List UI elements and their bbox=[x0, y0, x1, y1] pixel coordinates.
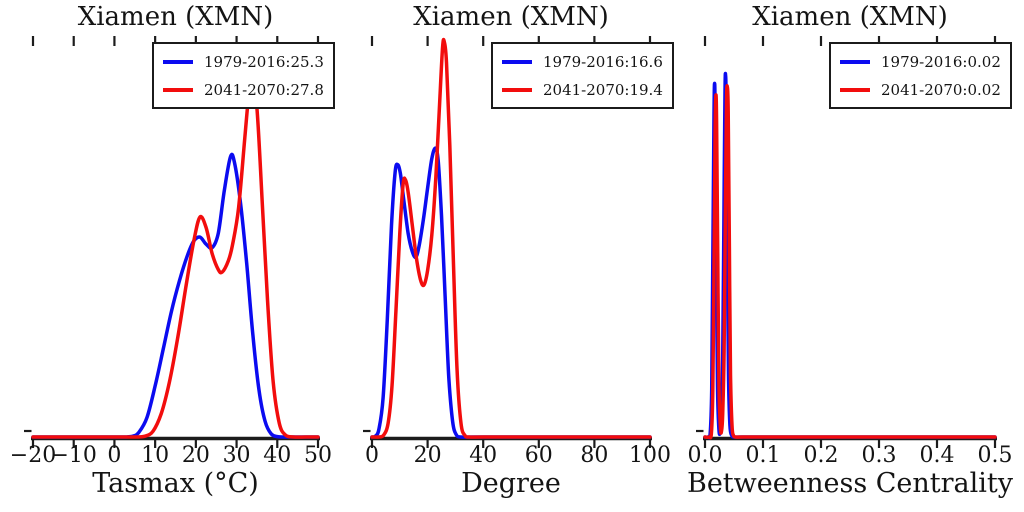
legend-label: 1979-2016:25.3 bbox=[204, 52, 324, 71]
x-axis-label: Degree bbox=[461, 468, 561, 499]
x-tick-label: 30 bbox=[222, 443, 251, 468]
x-tick-label: 0.5 bbox=[977, 443, 1013, 468]
x-tick-label: 0.1 bbox=[745, 443, 781, 468]
legend-label: 1979-2016:0.02 bbox=[881, 52, 1001, 71]
legend-label: 2041-2070:27.8 bbox=[204, 80, 324, 99]
density-curve-2041-2070 bbox=[31, 74, 320, 439]
x-tick-label: 10 bbox=[141, 443, 170, 468]
legend: 1979-2016:16.6 2041-2070:19.4 bbox=[491, 42, 674, 109]
x-tick-label: −20 bbox=[9, 443, 57, 468]
x-tick-label: 20 bbox=[413, 443, 442, 468]
legend-entry: 2041-2070:27.8 bbox=[163, 78, 324, 101]
x-tick-label: 0.2 bbox=[803, 443, 839, 468]
plot-panel-2 bbox=[696, 36, 997, 448]
chart-title: Xiamen (XMN) bbox=[77, 2, 274, 32]
legend: 1979-2016:25.3 2041-2070:27.8 bbox=[152, 42, 335, 109]
legend-entry: 2041-2070:19.4 bbox=[502, 78, 663, 101]
legend-label: 2041-2070:0.02 bbox=[881, 80, 1001, 99]
legend-line-sample-red bbox=[502, 87, 532, 92]
x-tick-label: 40 bbox=[263, 443, 292, 468]
legend-entry: 2041-2070:0.02 bbox=[840, 78, 1001, 101]
legend-line-sample-red bbox=[163, 87, 193, 92]
x-tick-label: 60 bbox=[524, 443, 553, 468]
density-curve-1979-2016 bbox=[370, 146, 652, 439]
legend-label: 2041-2070:19.4 bbox=[543, 80, 663, 99]
density-curve-2041-2070 bbox=[703, 84, 997, 440]
x-axis-label: Tasmax (°C) bbox=[92, 468, 259, 499]
x-tick-label: 40 bbox=[469, 443, 498, 468]
legend-line-sample-red bbox=[840, 87, 870, 92]
legend-entry: 1979-2016:0.02 bbox=[840, 50, 1001, 73]
x-tick-label: 0.0 bbox=[687, 443, 723, 468]
legend: 1979-2016:0.02 2041-2070:0.02 bbox=[829, 42, 1012, 109]
x-tick-label: 100 bbox=[629, 443, 671, 468]
legend-label: 1979-2016:16.6 bbox=[543, 52, 663, 71]
legend-entry: 1979-2016:25.3 bbox=[163, 50, 324, 73]
legend-line-sample-blue bbox=[840, 59, 870, 64]
x-tick-label: 0.3 bbox=[861, 443, 897, 468]
x-tick-label: 0.4 bbox=[919, 443, 955, 468]
chart-title: Xiamen (XMN) bbox=[413, 2, 609, 32]
plot-panel-1 bbox=[363, 36, 652, 448]
x-tick-label: 0 bbox=[365, 443, 379, 468]
x-tick-label: 20 bbox=[181, 443, 210, 468]
x-axis-label: Betweenness Centrality bbox=[686, 468, 1014, 499]
density-curve-2041-2070 bbox=[370, 37, 652, 439]
density-curve-1979-2016 bbox=[703, 71, 997, 440]
x-tick-label: 50 bbox=[304, 443, 332, 468]
chart-title: Xiamen (XMN) bbox=[752, 2, 948, 32]
x-tick-label: 80 bbox=[580, 443, 609, 468]
x-tick-label: 0 bbox=[107, 443, 122, 468]
x-tick-label: −10 bbox=[50, 443, 97, 468]
legend-line-sample-blue bbox=[163, 59, 193, 64]
legend-line-sample-blue bbox=[502, 59, 532, 64]
legend-entry: 1979-2016:16.6 bbox=[502, 50, 663, 73]
